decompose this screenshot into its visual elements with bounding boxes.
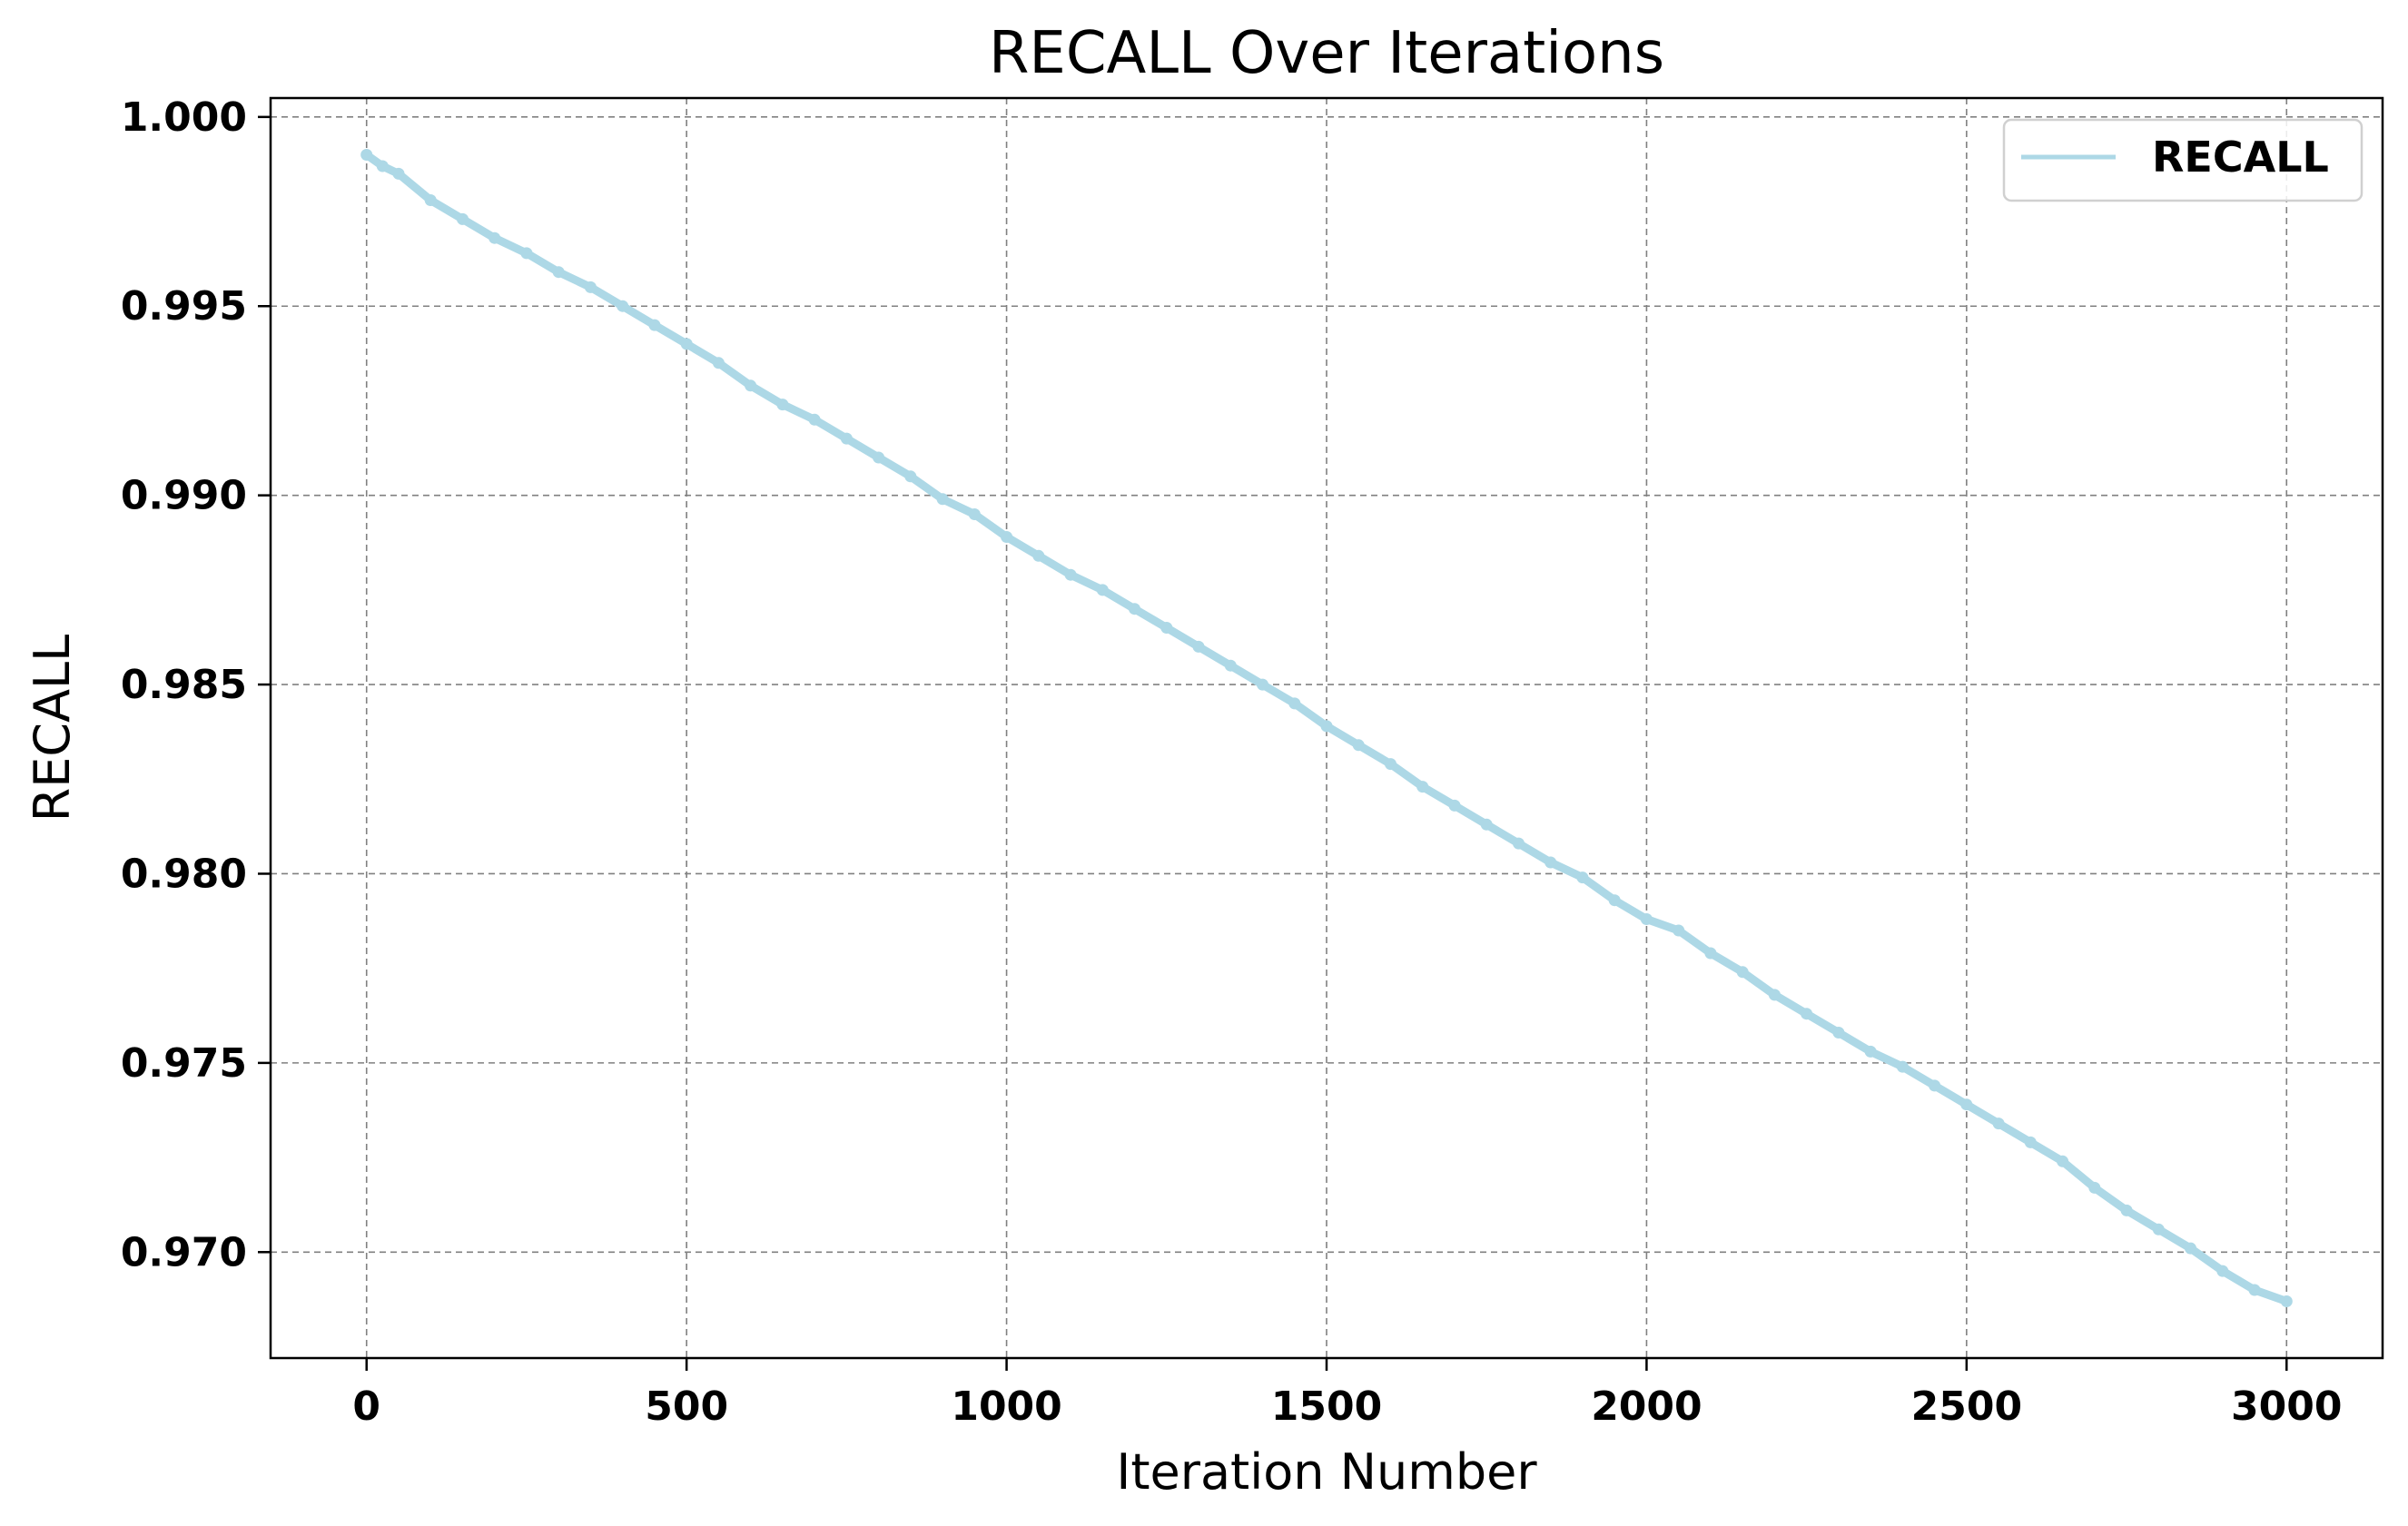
- recall-data-point: [2248, 1284, 2261, 1296]
- x-tick-label: 0: [352, 1383, 380, 1430]
- recall-data-point: [617, 300, 629, 312]
- recall-data-point: [1160, 622, 1173, 634]
- y-tick-label: 0.975: [121, 1040, 247, 1087]
- recall-data-point: [584, 281, 597, 293]
- y-tick-label: 0.990: [121, 473, 247, 519]
- recall-data-point: [776, 399, 789, 411]
- chart-title: RECALL Over Iterations: [989, 20, 1664, 87]
- recall-data-point: [1448, 799, 1461, 812]
- recall-data-point: [873, 451, 885, 464]
- recall-data-point: [1192, 640, 1205, 653]
- recall-data-point: [392, 167, 405, 180]
- recall-data-point: [2120, 1204, 2133, 1216]
- recall-data-point: [1896, 1060, 1909, 1073]
- x-tick-label: 1500: [1271, 1383, 1382, 1430]
- recall-data-point: [648, 319, 661, 331]
- recall-data-point: [1768, 989, 1781, 1001]
- recall-data-point: [808, 413, 821, 426]
- recall-data-point: [712, 357, 725, 369]
- series-layer: [360, 149, 2293, 1307]
- y-tick-label: 1.000: [121, 94, 247, 141]
- recall-data-point: [2057, 1155, 2069, 1167]
- legend: RECALL: [2002, 118, 2364, 202]
- recall-data-point: [1673, 924, 1685, 937]
- recall-data-point: [1992, 1117, 2005, 1130]
- x-tick-label: 3000: [2231, 1383, 2342, 1430]
- recall-data-point: [680, 338, 693, 350]
- recall-data-point: [1224, 659, 1237, 672]
- recall-data-point: [1385, 758, 1396, 771]
- recall-data-point: [1736, 966, 1749, 979]
- recall-data-point: [1704, 947, 1717, 960]
- y-tick-label: 0.985: [121, 662, 247, 708]
- x-axis-label: Iteration Number: [1116, 1443, 1537, 1501]
- recall-data-point: [2024, 1136, 2037, 1148]
- recall-data-point: [1129, 603, 1140, 615]
- x-tick-label: 500: [645, 1383, 728, 1430]
- recall-data-point: [457, 212, 469, 225]
- recall-data-point: [424, 194, 437, 206]
- recall-data-point: [2216, 1265, 2229, 1277]
- recall-data-point: [2185, 1242, 2196, 1255]
- recall-data-point: [1064, 568, 1077, 581]
- recall-data-point: [1320, 720, 1333, 733]
- x-tick-label: 1000: [951, 1383, 1061, 1430]
- recall-data-point: [1001, 531, 1013, 543]
- recall-data-point: [1544, 856, 1557, 869]
- recall-data-point: [1416, 781, 1429, 793]
- y-tick-label: 0.980: [121, 851, 247, 897]
- axis-ticks: 0 500 1000 1500 2000 2500 3000 0.970 0.975 0.980 0…: [121, 94, 2343, 1430]
- recall-data-point: [1257, 678, 1268, 691]
- recall-data-point: [936, 493, 949, 506]
- recall-data-point: [745, 379, 757, 392]
- recall-data-point: [1480, 818, 1493, 831]
- recall-data-point: [1640, 913, 1653, 925]
- grid-lines: [271, 98, 2383, 1358]
- y-tick-label: 0.995: [121, 283, 247, 330]
- recall-data-point: [1608, 894, 1621, 907]
- recall-data-point: [1832, 1027, 1845, 1039]
- recall-data-point: [376, 160, 389, 172]
- x-tick-label: 2500: [1911, 1383, 2022, 1430]
- x-tick-label: 2000: [1591, 1383, 1702, 1430]
- recall-data-point: [360, 149, 373, 161]
- recall-data-point: [1032, 549, 1045, 562]
- recall-data-point: [840, 432, 853, 445]
- recall-data-point: [552, 266, 565, 279]
- recall-data-point: [1929, 1079, 1941, 1092]
- recall-data-point: [968, 508, 981, 520]
- recall-series-line: [362, 151, 2291, 1305]
- recall-data-point: [1352, 739, 1365, 752]
- recall-data-point: [2280, 1295, 2293, 1307]
- y-tick-label: 0.970: [121, 1229, 247, 1275]
- recall-data-point: [1096, 584, 1109, 596]
- legend-box: [2002, 118, 2364, 202]
- recall-data-point: [1864, 1045, 1877, 1058]
- recall-data-point: [520, 247, 533, 260]
- recall-data-point: [2152, 1223, 2165, 1236]
- recall-data-point: [1960, 1098, 1973, 1111]
- legend-label: RECALL: [2152, 133, 2329, 182]
- recall-data-point: [1576, 871, 1589, 884]
- recall-data-point: [904, 470, 917, 483]
- recall-data-point: [1288, 697, 1301, 710]
- recall-data-point: [2088, 1181, 2101, 1194]
- y-axis-label: RECALL: [24, 635, 81, 822]
- recall-data-point: [1801, 1008, 1813, 1020]
- recall-data-point: [489, 231, 501, 244]
- recall-data-point: [1513, 837, 1525, 850]
